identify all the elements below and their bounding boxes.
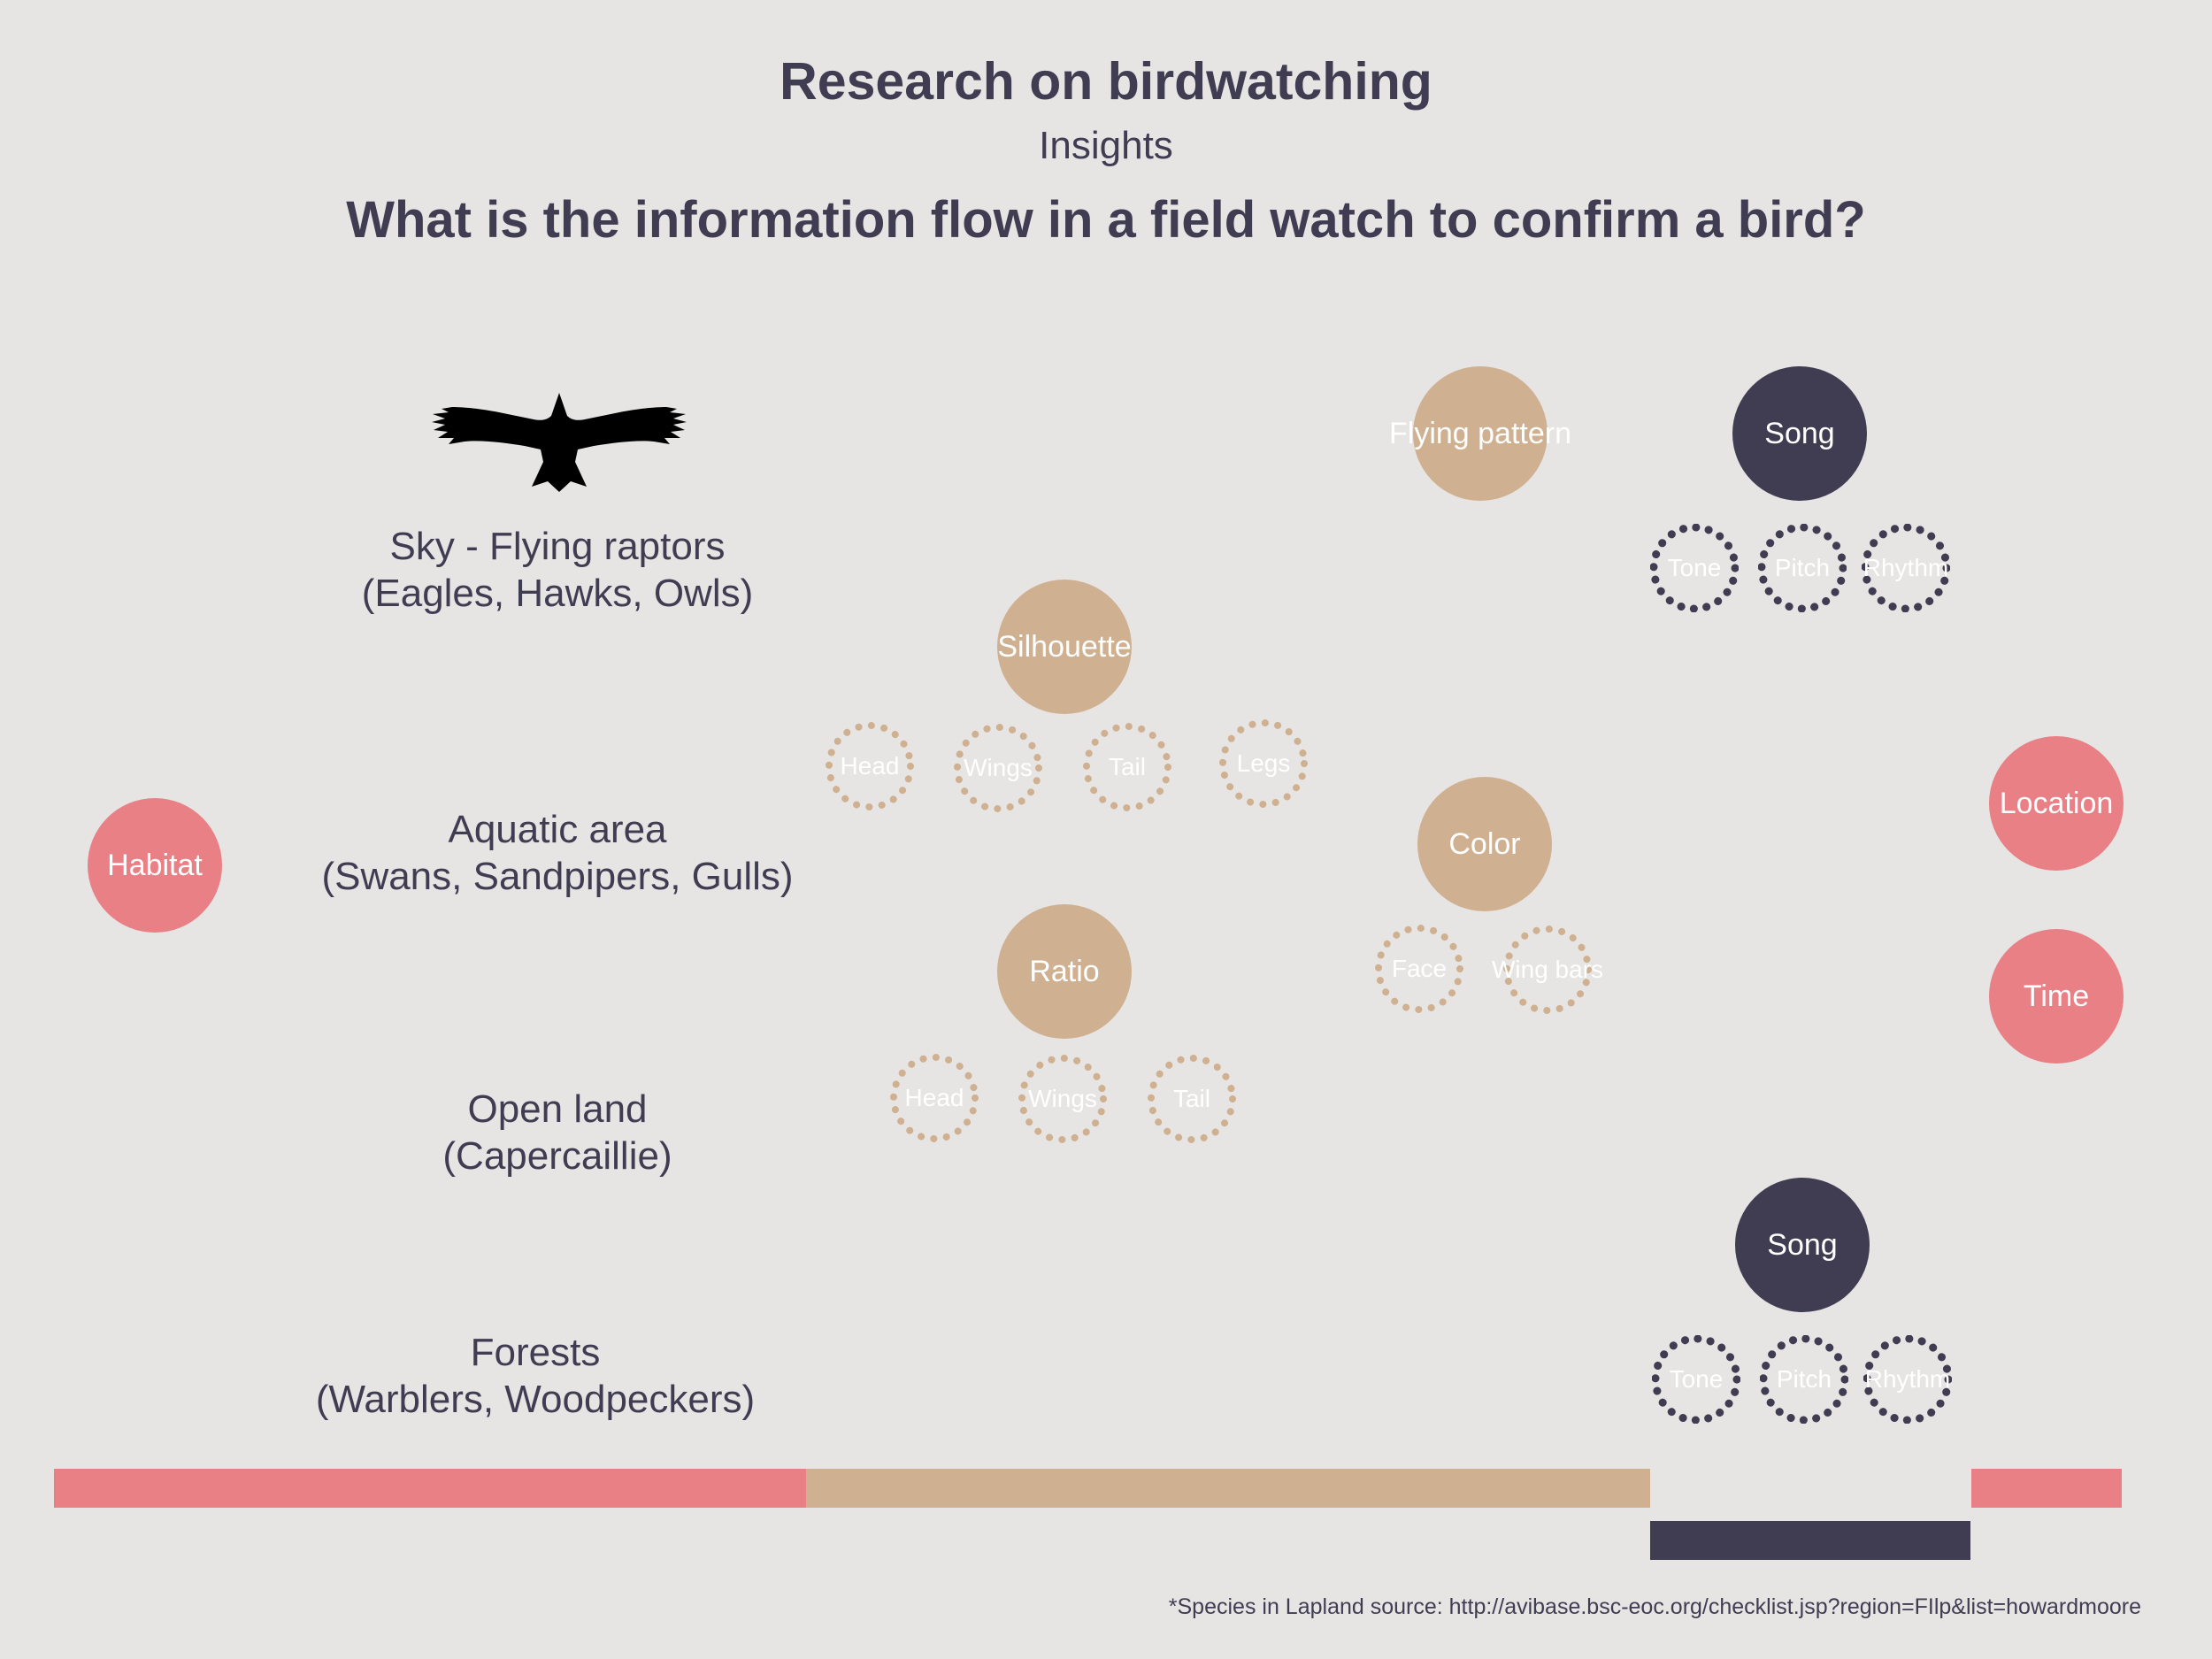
color-node: Color [1417, 777, 1552, 911]
zone-sky-species: (Eagles, Hawks, Owls) [361, 572, 754, 615]
song-top-tone-subnode: Tone [1650, 524, 1739, 612]
zone-sky: Sky - Flying raptors (Eagles, Hawks, Owl… [248, 523, 867, 617]
silhouette-node: Silhouette [997, 580, 1132, 714]
song-bottom-pitch-label: Pitch [1776, 1365, 1832, 1393]
research-question: What is the information flow in a field … [346, 191, 1866, 249]
visual-timeline-bar [806, 1469, 1650, 1508]
habitat-timeline-bar [54, 1469, 806, 1508]
color-face-label: Face [1391, 955, 1448, 982]
song-top-pitch-subnode: Pitch [1758, 524, 1847, 612]
color-face-subnode: Face [1375, 925, 1463, 1013]
song-top-rhythm-subnode: Rhythm [1862, 524, 1950, 612]
silhouette-legs-subnode: Legs [1219, 719, 1308, 808]
zone-forests: Forests (Warblers, Woodpeckers) [226, 1329, 845, 1423]
silhouette-legs-label: Legs [1236, 749, 1291, 777]
zone-sky-name: Sky - Flying raptors [389, 525, 726, 568]
zone-open-land-name: Open land [467, 1087, 648, 1131]
silhouette-wings-subnode: Wings [954, 724, 1042, 812]
source-footnote: *Species in Lapland source: http://aviba… [1168, 1594, 2141, 1619]
song-node-top: Song [1732, 366, 1867, 501]
song-bottom-tone-label: Tone [1669, 1365, 1724, 1393]
page-title: Research on birdwatching [780, 52, 1432, 111]
ratio-head-subnode: Head [890, 1054, 979, 1142]
zone-open-land-species: (Capercaillie) [442, 1134, 672, 1178]
flying-pattern-node: Flying pattern [1389, 366, 1571, 501]
audio-timeline-bar [1650, 1521, 1970, 1560]
page-subtitle: Insights [1039, 124, 1173, 167]
song-node-bottom: Song [1735, 1178, 1870, 1312]
ratio-node: Ratio [997, 904, 1132, 1039]
song-top-rhythm-label: Rhythm [1863, 554, 1949, 581]
song-bottom-pitch-subnode: Pitch [1760, 1335, 1848, 1424]
ratio-tail-subnode: Tail [1148, 1055, 1236, 1143]
song-top-tone-label: Tone [1667, 554, 1722, 581]
color-wing-bars-label: Wing bars [1491, 956, 1604, 983]
time-node: Time [1989, 929, 2124, 1064]
song-bottom-tone-subnode: Tone [1652, 1335, 1740, 1424]
song-bottom-rhythm-subnode: Rhythm [1863, 1335, 1952, 1424]
ratio-head-label: Head [904, 1084, 964, 1111]
zone-aquatic: Aquatic area (Swans, Sandpipers, Gulls) [248, 806, 867, 900]
song-top-pitch-label: Pitch [1774, 554, 1831, 581]
song-bottom-rhythm-label: Rhythm [1864, 1365, 1951, 1393]
habitat-node: Habitat [88, 798, 222, 933]
flying-raptor-icon [432, 393, 687, 492]
silhouette-wings-label: Wings [964, 754, 1033, 781]
zone-forests-species: (Warblers, Woodpeckers) [315, 1378, 756, 1421]
color-wing-bars-subnode: Wing bars [1492, 926, 1603, 1014]
silhouette-tail-label: Tail [1108, 753, 1146, 780]
silhouette-tail-subnode: Tail [1083, 723, 1171, 811]
zone-open-land: Open land (Capercaillie) [248, 1086, 867, 1179]
silhouette-head-subnode: Head [826, 722, 914, 810]
context-timeline-bar [1971, 1469, 2122, 1508]
zone-aquatic-species: (Swans, Sandpipers, Gulls) [321, 855, 794, 898]
location-node: Location [1989, 736, 2124, 871]
ratio-tail-label: Tail [1172, 1085, 1210, 1112]
ratio-wings-label: Wings [1028, 1085, 1097, 1112]
silhouette-head-label: Head [840, 752, 900, 780]
zone-aquatic-name: Aquatic area [448, 808, 667, 851]
ratio-wings-subnode: Wings [1018, 1055, 1107, 1143]
zone-forests-name: Forests [470, 1331, 601, 1374]
